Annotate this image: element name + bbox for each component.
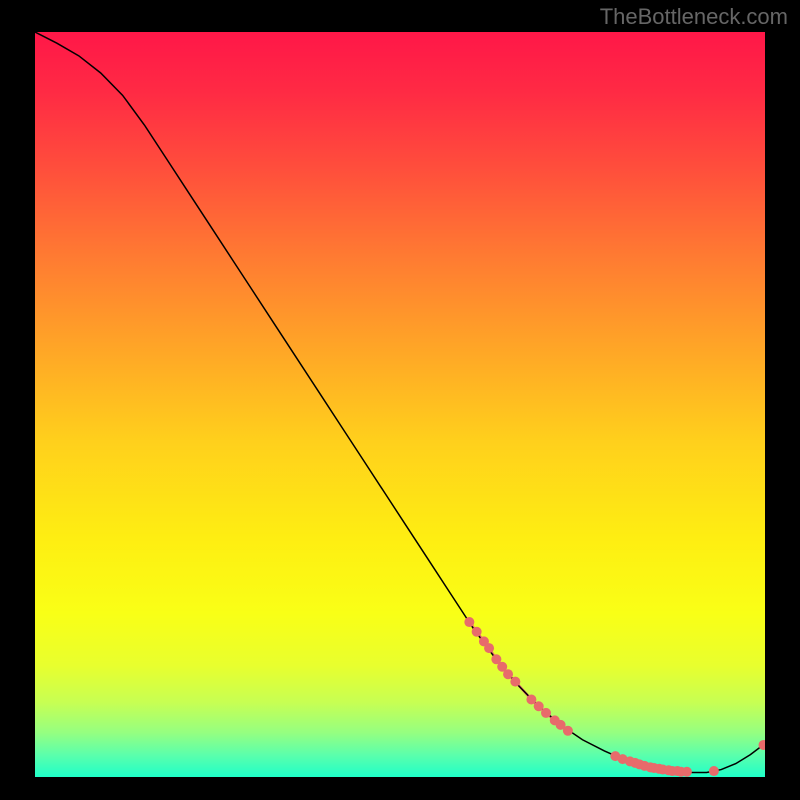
marker-dots: [464, 617, 765, 777]
plot-area: [35, 32, 765, 777]
chart-container: TheBottleneck.com: [0, 0, 800, 800]
marker-lines: [469, 622, 687, 772]
main-curve: [35, 32, 765, 773]
watermark-text: TheBottleneck.com: [600, 4, 788, 30]
curve-layer: [35, 32, 765, 777]
